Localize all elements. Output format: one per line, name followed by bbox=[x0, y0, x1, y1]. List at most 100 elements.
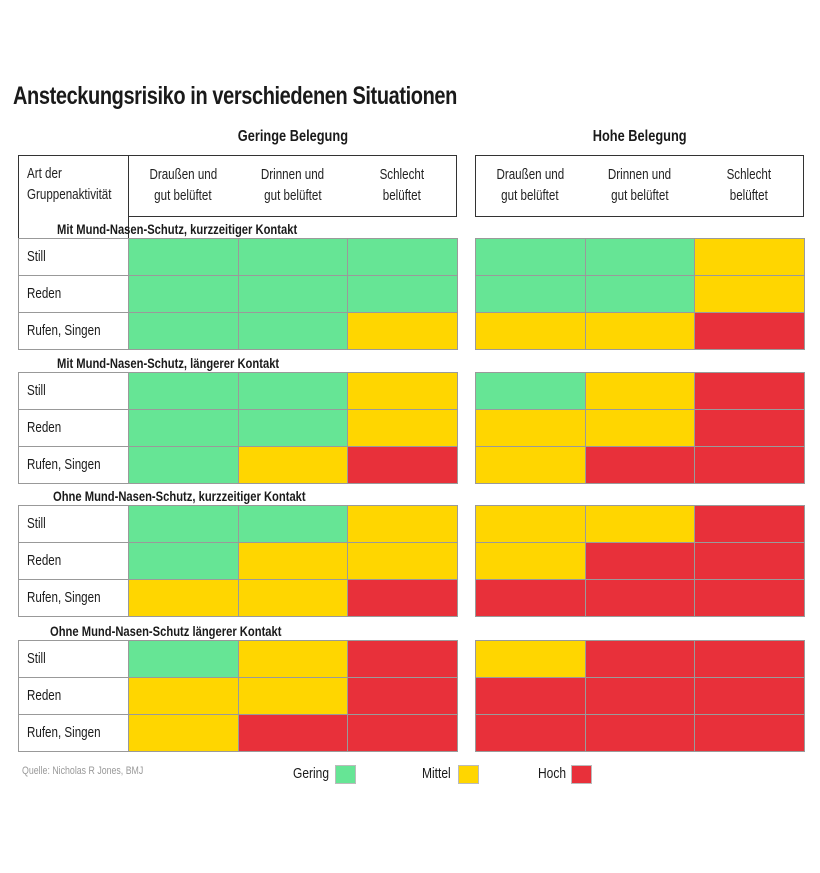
risk-cell-hoch bbox=[585, 714, 695, 752]
row-label: Rufen, Singen bbox=[18, 446, 129, 484]
row-label-text: Still bbox=[27, 383, 46, 399]
risk-cell-hoch bbox=[694, 409, 805, 447]
risk-cell-hoch bbox=[694, 372, 805, 410]
risk-cell-hoch bbox=[694, 714, 805, 752]
column-header-line2: gut belüftet bbox=[610, 188, 669, 204]
group-title-hohe: Hohe Belegung bbox=[475, 128, 804, 146]
risk-cell-mittel bbox=[128, 677, 239, 715]
row-label: Still bbox=[18, 640, 129, 678]
chart-title-text: Ansteckungsrisiko in verschiedenen Situa… bbox=[13, 82, 457, 110]
risk-cell-hoch bbox=[347, 677, 458, 715]
risk-cell-mittel bbox=[694, 238, 805, 276]
row-label: Still bbox=[18, 238, 129, 276]
risk-cell-gering bbox=[128, 542, 239, 580]
row-label-text: Still bbox=[27, 516, 46, 532]
risk-cell-gering bbox=[128, 640, 239, 678]
risk-cell-hoch bbox=[585, 542, 695, 580]
risk-cell-mittel bbox=[475, 505, 586, 543]
column-header-line2: gut belüftet bbox=[501, 188, 559, 204]
risk-cell-mittel bbox=[238, 640, 348, 678]
risk-cell-gering bbox=[347, 275, 458, 313]
legend-swatch-hoch bbox=[571, 765, 592, 784]
risk-cell-gering bbox=[238, 238, 348, 276]
column-header-box-geringe bbox=[128, 155, 457, 217]
legend-label-mittel-text: Mittel bbox=[422, 765, 451, 782]
risk-cell-hoch bbox=[475, 677, 586, 715]
risk-cell-mittel bbox=[585, 505, 695, 543]
row-label-text: Rufen, Singen bbox=[27, 457, 101, 473]
risk-cell-hoch bbox=[694, 677, 805, 715]
column-header-line2: belüftet bbox=[382, 188, 422, 204]
row-label-text: Rufen, Singen bbox=[27, 725, 101, 741]
risk-cell-mittel bbox=[585, 372, 695, 410]
risk-cell-mittel bbox=[238, 579, 348, 617]
risk-cell-gering bbox=[238, 372, 348, 410]
risk-cell-mittel bbox=[238, 677, 348, 715]
risk-cell-gering bbox=[238, 312, 348, 350]
risk-cell-mittel bbox=[475, 640, 586, 678]
risk-cell-hoch bbox=[475, 579, 586, 617]
row-header-text: Art der Gruppenaktivität bbox=[27, 166, 112, 203]
column-header: Drinnen und gut belüftet bbox=[238, 165, 347, 207]
column-header-box-hohe bbox=[475, 155, 804, 217]
row-label: Reden bbox=[18, 275, 129, 313]
risk-cell-mittel bbox=[238, 542, 348, 580]
legend-label-mittel: Mittel bbox=[422, 765, 458, 782]
risk-cell-gering bbox=[128, 372, 239, 410]
risk-cell-mittel bbox=[238, 446, 348, 484]
risk-cell-gering bbox=[347, 238, 458, 276]
risk-cell-gering bbox=[238, 275, 348, 313]
column-header: Schlecht belüftet bbox=[347, 165, 457, 207]
row-label-text: Reden bbox=[27, 553, 62, 569]
risk-cell-gering bbox=[128, 312, 239, 350]
row-label: Reden bbox=[18, 677, 129, 715]
risk-cell-hoch bbox=[238, 714, 348, 752]
column-header: Draußen und gut belüftet bbox=[128, 165, 238, 207]
risk-cell-hoch bbox=[347, 640, 458, 678]
column-header-line2: belüftet bbox=[729, 188, 769, 204]
risk-cell-gering bbox=[128, 446, 239, 484]
risk-cell-hoch bbox=[585, 640, 695, 678]
risk-cell-hoch bbox=[347, 714, 458, 752]
risk-cell-gering bbox=[475, 275, 586, 313]
source-note: Quelle: Nicholas R Jones, BMJ bbox=[22, 765, 174, 777]
risk-cell-hoch bbox=[347, 579, 458, 617]
row-label-text: Still bbox=[27, 249, 46, 265]
legend-label-hoch: Hoch bbox=[538, 765, 573, 782]
group-title-hohe-text: Hohe Belegung bbox=[592, 128, 687, 145]
risk-cell-hoch bbox=[585, 579, 695, 617]
risk-cell-hoch bbox=[585, 677, 695, 715]
row-label: Reden bbox=[18, 409, 129, 447]
column-header: Schlecht belüftet bbox=[694, 165, 804, 207]
column-header-line2: gut belüftet bbox=[154, 188, 212, 204]
row-header-label: Art der Gruppenaktivität bbox=[27, 164, 147, 206]
risk-cell-gering bbox=[585, 275, 695, 313]
row-label: Still bbox=[18, 505, 129, 543]
row-label: Rufen, Singen bbox=[18, 312, 129, 350]
risk-cell-gering bbox=[128, 275, 239, 313]
risk-cell-mittel bbox=[347, 312, 458, 350]
section-title-text: Mit Mund-Nasen-Schutz, längerer Kontakt bbox=[57, 355, 280, 371]
section-title-text: Mit Mund-Nasen-Schutz, kurzzeitiger Kont… bbox=[57, 221, 298, 237]
risk-cell-hoch bbox=[475, 714, 586, 752]
group-title-geringe: Geringe Belegung bbox=[128, 128, 457, 146]
risk-cell-hoch bbox=[694, 446, 805, 484]
section-title-text: Ohne Mund-Nasen-Schutz längerer Kontakt bbox=[50, 623, 282, 639]
section-title: Ohne Mund-Nasen-Schutz längerer Kontakt bbox=[50, 623, 339, 639]
risk-cell-gering bbox=[238, 505, 348, 543]
legend-label-gering-text: Gering bbox=[293, 765, 330, 782]
column-header-line1: Drinnen und bbox=[607, 167, 672, 183]
risk-cell-gering bbox=[128, 505, 239, 543]
column-header-line2: gut belüftet bbox=[263, 188, 322, 204]
risk-cell-hoch bbox=[694, 542, 805, 580]
risk-cell-gering bbox=[585, 238, 695, 276]
risk-cell-mittel bbox=[347, 372, 458, 410]
risk-cell-hoch bbox=[585, 446, 695, 484]
source-text: Quelle: Nicholas R Jones, BMJ bbox=[22, 765, 144, 777]
risk-cell-hoch bbox=[347, 446, 458, 484]
risk-cell-hoch bbox=[694, 505, 805, 543]
row-label-text: Reden bbox=[27, 420, 62, 436]
section-title: Mit Mund-Nasen-Schutz, längerer Kontakt bbox=[57, 355, 335, 371]
section-title: Mit Mund-Nasen-Schutz, kurzzeitiger Kont… bbox=[57, 221, 357, 237]
